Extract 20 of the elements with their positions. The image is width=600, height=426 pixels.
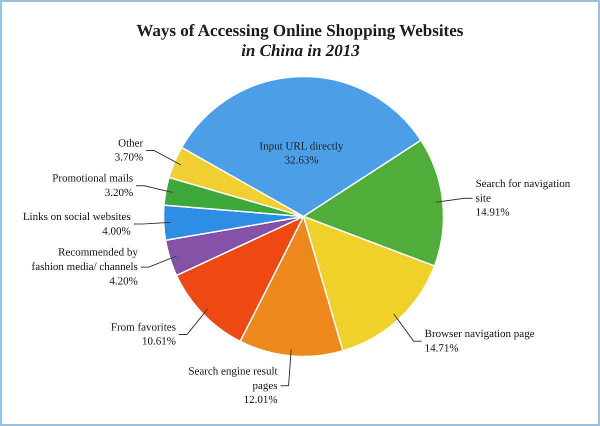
slice-label: Search for navigation site bbox=[476, 178, 571, 204]
data-label: 3.70% bbox=[114, 152, 144, 164]
data-label: 14.91% bbox=[476, 206, 510, 219]
data-label: 14.71% bbox=[424, 342, 459, 354]
slice-label: From favorites bbox=[110, 321, 176, 334]
slice-label: Input URL directly bbox=[259, 140, 344, 152]
data-label: 4.20% bbox=[109, 275, 138, 288]
slice-label: Search engine result pages bbox=[188, 365, 278, 392]
data-label: 10.61% bbox=[142, 336, 176, 348]
data-label: 32.63% bbox=[284, 154, 319, 167]
slice-label: Links on social websites bbox=[22, 210, 131, 223]
data-label: 3.20% bbox=[104, 186, 134, 199]
data-label: 12.01% bbox=[244, 394, 278, 406]
slice-label: Other bbox=[118, 137, 144, 150]
slice-label: Promotional mails bbox=[52, 172, 134, 185]
slice-label: Browser navigation page bbox=[424, 328, 535, 340]
chart-title: Ways of Accessing Online Shopping Websites bbox=[136, 21, 464, 40]
chart-subtitle: in China in 2013 bbox=[241, 41, 360, 60]
data-label: 4.00% bbox=[102, 225, 131, 238]
slice-label: Recommended by fashion media/ channels bbox=[32, 246, 138, 274]
